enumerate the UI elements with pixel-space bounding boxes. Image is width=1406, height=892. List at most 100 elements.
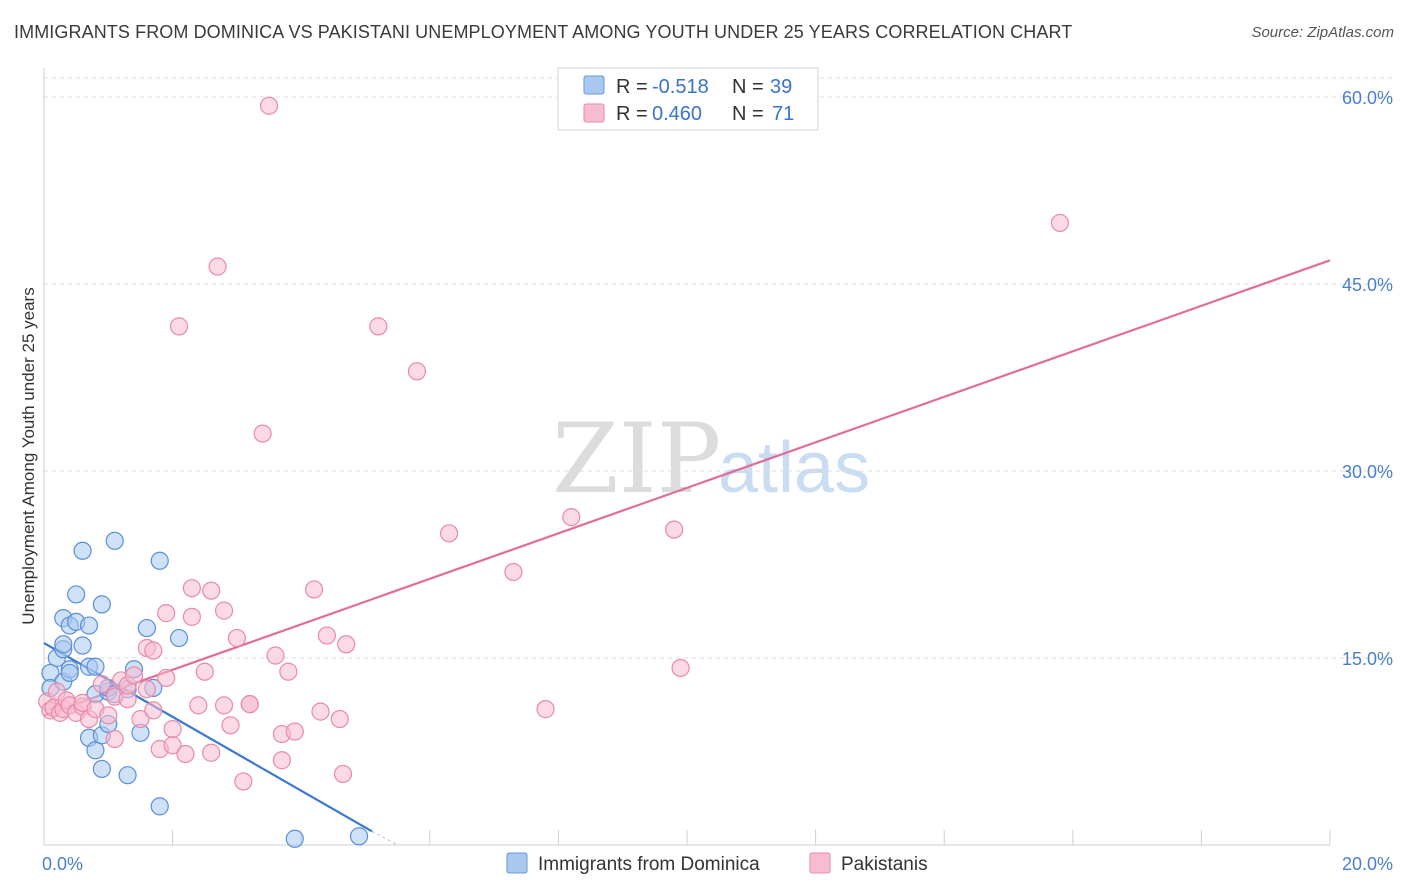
point-pakistanis — [99, 706, 118, 725]
y-tick-labels: 15.0% 30.0% 45.0% 60.0% — [1342, 88, 1393, 669]
point-pakistanis — [279, 662, 298, 681]
point-dominica — [349, 827, 369, 846]
trend-line-pakistanis — [43, 259, 1331, 717]
point-pakistanis — [182, 607, 201, 626]
point-pakistanis — [240, 695, 259, 714]
point-dominica — [67, 585, 86, 604]
grid-lines — [44, 77, 1394, 659]
point-pakistanis — [536, 700, 555, 719]
point-dominica — [105, 531, 124, 550]
point-pakistanis — [671, 658, 690, 678]
source-label: Source: ZipAtlas.com — [1251, 24, 1394, 41]
point-dominica — [150, 551, 169, 570]
bottom-legend-label-dominica: Immigrants from Dominica — [538, 854, 760, 875]
point-pakistanis — [131, 709, 150, 729]
point-dominica — [60, 663, 79, 683]
point-dominica — [54, 635, 73, 654]
point-dominica — [86, 741, 105, 760]
point-pakistanis — [285, 722, 304, 741]
point-pakistanis — [202, 581, 221, 600]
point-pakistanis — [105, 729, 124, 749]
legend-r-label-dominica: R = — [616, 76, 648, 98]
point-pakistanis — [208, 257, 227, 276]
data-points — [38, 96, 1070, 848]
point-pakistanis — [202, 743, 221, 762]
point-dominica — [118, 766, 137, 785]
point-pakistanis — [330, 709, 349, 729]
point-pakistanis — [176, 744, 195, 764]
y-tick-label: 45.0% — [1342, 275, 1393, 295]
point-dominica — [92, 759, 111, 779]
point-pakistanis — [182, 579, 201, 598]
point-pakistanis — [439, 524, 459, 543]
watermark-zip: ZIP — [552, 403, 721, 515]
point-pakistanis — [169, 317, 189, 336]
point-pakistanis — [407, 362, 427, 381]
legend-n-value-pakistanis: 71 — [772, 103, 794, 125]
point-pakistanis — [163, 719, 182, 739]
point-dominica — [150, 797, 169, 816]
legend-r-label-pakistanis: R = — [616, 103, 648, 125]
point-pakistanis — [337, 635, 356, 654]
point-pakistanis — [272, 751, 292, 770]
point-pakistanis — [311, 702, 330, 721]
point-dominica — [285, 829, 304, 848]
point-pakistanis — [266, 646, 285, 665]
point-pakistanis — [124, 666, 144, 685]
point-dominica — [86, 657, 105, 676]
legend-swatch-dominica — [583, 75, 605, 95]
legend-swatch-pakistanis — [583, 103, 605, 123]
point-dominica — [73, 541, 92, 560]
point-pakistanis — [369, 317, 388, 336]
point-dominica — [92, 595, 111, 614]
point-pakistanis — [665, 520, 684, 539]
point-pakistanis — [234, 772, 253, 791]
trend-lines — [43, 259, 1331, 846]
point-pakistanis — [189, 696, 208, 715]
legend-r-value-dominica: -0.518 — [652, 76, 709, 98]
point-pakistanis — [144, 701, 163, 720]
legend-n-value-dominica: 39 — [770, 76, 792, 98]
correlation-legend: R = -0.518 N = 39 R = 0.460 N = 71 — [557, 67, 819, 131]
point-pakistanis — [144, 641, 163, 660]
chart-title: IMMIGRANTS FROM DOMINICA VS PAKISTANI UN… — [14, 22, 1073, 42]
watermark: ZIP atlas — [552, 403, 870, 515]
y-tick-label: 30.0% — [1342, 462, 1393, 482]
y-axis-label: Unemployment Among Youth under 25 years — [19, 287, 38, 624]
bottom-legend-swatch-dominica — [506, 852, 528, 874]
point-pakistanis — [227, 628, 246, 648]
legend-n-label-pakistanis: N = — [732, 103, 764, 125]
point-pakistanis — [157, 668, 176, 688]
point-pakistanis — [317, 626, 337, 645]
point-pakistanis — [157, 604, 176, 623]
point-dominica — [169, 628, 189, 648]
x-tick-label-max: 20.0% — [1342, 854, 1393, 874]
bottom-legend-label-pakistanis: Pakistanis — [841, 854, 928, 875]
point-pakistanis — [214, 601, 234, 620]
point-pakistanis — [253, 424, 272, 443]
x-tick-labels: 0.0% 20.0% — [42, 854, 1393, 874]
point-pakistanis — [92, 675, 111, 694]
y-tick-label: 15.0% — [1342, 649, 1393, 669]
point-dominica — [73, 636, 92, 655]
point-pakistanis — [214, 696, 234, 715]
legend-r-value-pakistanis: 0.460 — [652, 103, 702, 125]
point-pakistanis — [163, 736, 182, 755]
point-pakistanis — [221, 716, 240, 735]
legend-n-label-dominica: N = — [732, 76, 764, 98]
bottom-legend-swatch-pakistanis — [809, 852, 831, 874]
y-tick-label: 60.0% — [1342, 88, 1393, 108]
point-pakistanis — [304, 580, 324, 599]
point-pakistanis — [259, 96, 279, 115]
series-legend: Immigrants from Dominica Pakistanis — [506, 852, 928, 875]
point-pakistanis — [195, 662, 214, 681]
point-pakistanis — [504, 562, 523, 582]
x-tick-label-min: 0.0% — [42, 854, 83, 874]
trend-extension-dominica — [371, 830, 398, 846]
point-pakistanis — [333, 764, 353, 784]
point-dominica — [137, 618, 156, 638]
point-pakistanis — [562, 508, 581, 527]
point-dominica — [79, 616, 99, 635]
point-pakistanis — [137, 680, 156, 699]
